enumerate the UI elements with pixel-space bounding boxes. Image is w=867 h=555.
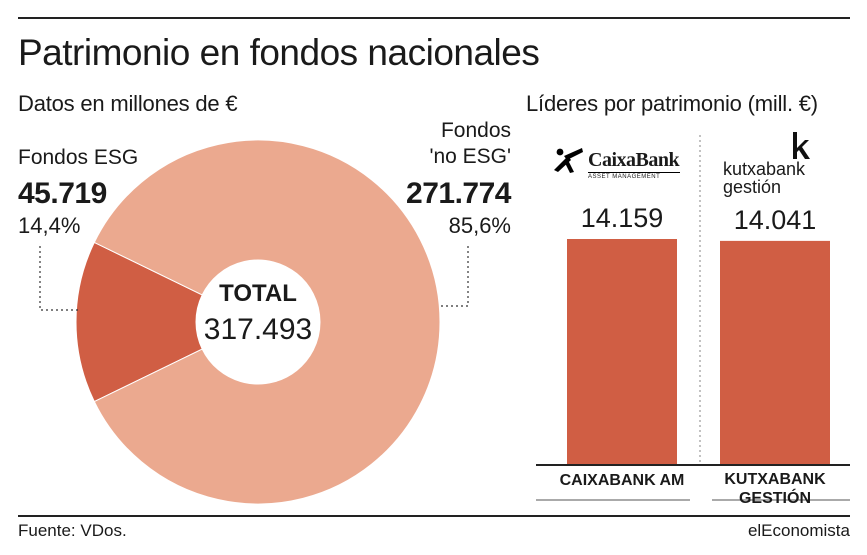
kutxabank-logo-line1: kutxabank	[723, 159, 806, 179]
esg-label: Fondos ESG	[18, 146, 139, 169]
bar-chart	[567, 239, 830, 465]
caixabank-star-icon	[554, 148, 583, 173]
caixabank-logo-name: CaixaBank	[588, 149, 680, 171]
kutxabank-logo-line2: gestión	[723, 177, 782, 197]
esg-value: 45.719	[18, 177, 107, 210]
chart-title: Patrimonio en fondos nacionales	[18, 32, 540, 73]
no-esg-label-line1: Fondos	[440, 119, 511, 142]
esg-percent: 14,4%	[18, 213, 81, 238]
bar-value-label-caixabank: 14.159	[580, 203, 664, 233]
top-rule	[18, 17, 850, 19]
donut-slice-no-esg	[93, 139, 441, 505]
source-note: Fuente: VDos.	[18, 521, 127, 540]
bar-value-label-kutxabank: 14.041	[733, 204, 817, 235]
kutxabank-k-icon	[793, 132, 810, 159]
donut-slice-esg	[75, 241, 203, 403]
bar-kutxabank	[720, 240, 830, 465]
brand-name: elEconomista	[747, 521, 850, 540]
donut-chart	[75, 139, 441, 505]
caixabank-logo: CaixaBank ASSET MANAGEMENT	[588, 150, 680, 180]
donut-center-value: 317.493	[203, 313, 313, 346]
caixabank-logo-sub: ASSET MANAGEMENT	[588, 172, 680, 180]
no-esg-leader-line	[440, 246, 469, 307]
bar-category-label-kutxabank: KUTXABANK GESTIÓN	[724, 471, 826, 507]
no-esg-label-line2: 'no ESG'	[429, 145, 511, 168]
donut-subtitle: Datos en millones de €	[18, 91, 238, 116]
donut-center-title: TOTAL	[219, 280, 297, 307]
esg-leader-line	[39, 246, 78, 311]
bottom-rule	[18, 515, 850, 517]
bars-subtitle: Líderes por patrimonio (mill. €)	[526, 91, 818, 116]
no-esg-value: 271.774	[406, 177, 511, 210]
bar-category-label-caixabank: CAIXABANK AM	[559, 472, 685, 489]
bar-caixabank	[567, 239, 677, 465]
kutxabank-logo: kutxabank gestión	[723, 160, 805, 196]
no-esg-percent: 85,6%	[448, 213, 511, 238]
